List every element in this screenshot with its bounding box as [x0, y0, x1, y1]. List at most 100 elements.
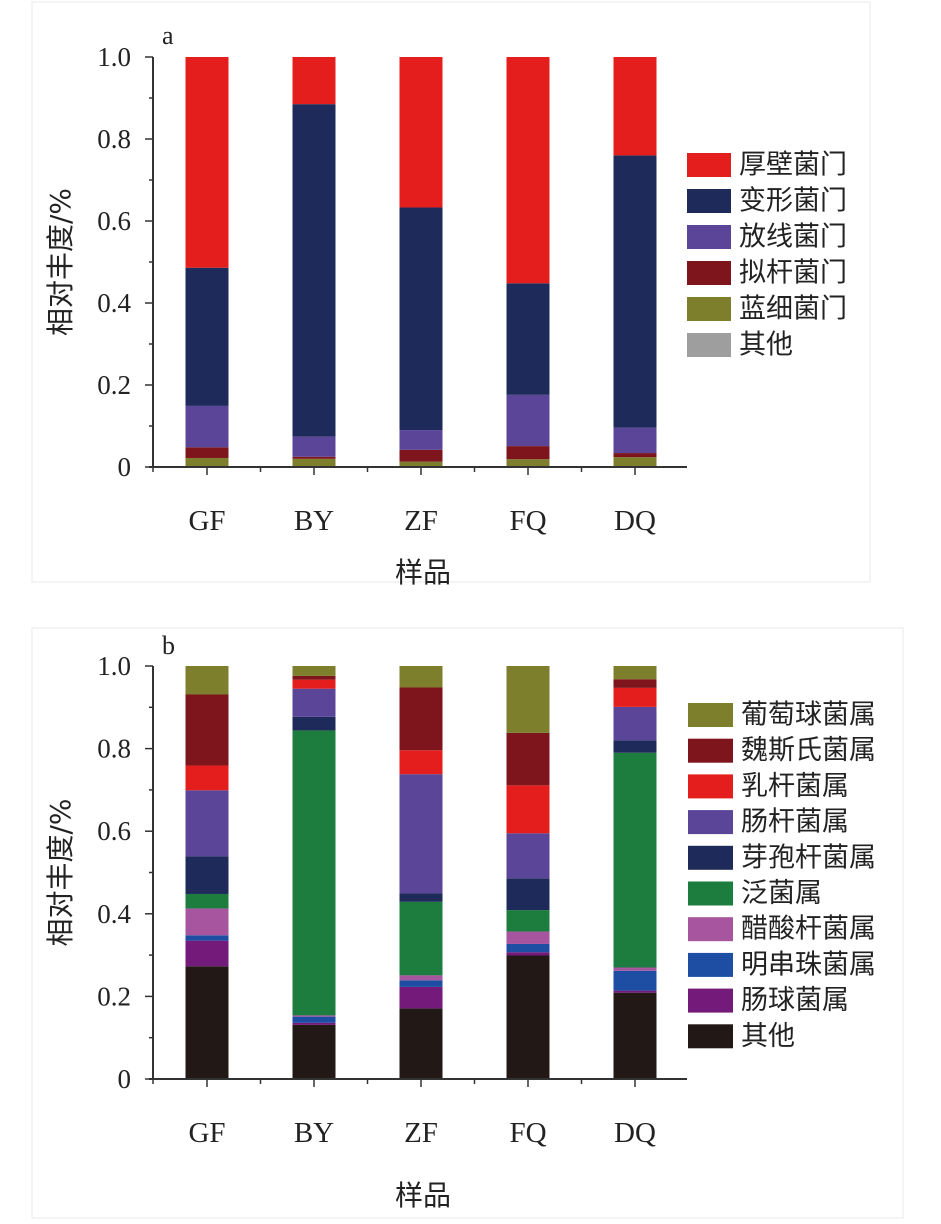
legend-item: 醋酸杆菌属 — [688, 914, 876, 945]
legend-swatch — [687, 261, 731, 285]
bar-segment — [399, 901, 443, 976]
bar-segment — [506, 785, 550, 834]
bar-segment — [292, 1016, 336, 1023]
y-tick-label: 0 — [118, 1064, 132, 1094]
legend-swatch — [687, 333, 731, 357]
bar-segment — [399, 980, 443, 987]
bar-segment — [292, 1015, 336, 1017]
legend-swatch — [688, 703, 733, 727]
bar-segment — [399, 449, 443, 462]
y-tick-label: 0.8 — [97, 734, 131, 764]
legend-swatch — [688, 988, 733, 1013]
bar-segment — [613, 967, 657, 971]
legend-swatch — [688, 952, 733, 977]
y-tick-label: 0.8 — [97, 124, 131, 154]
legend-item: 蓝细菌门 — [687, 294, 847, 325]
legend-label: 肠杆菌属 — [741, 807, 849, 838]
legend-item: 泛菌属 — [688, 878, 822, 909]
bar-segment — [292, 730, 336, 1016]
bar-segment — [292, 688, 336, 717]
legend-label: 厚壁菌门 — [739, 150, 847, 181]
bar-segment — [399, 687, 443, 751]
bar-segment — [292, 57, 336, 105]
legend-label: 蓝细菌门 — [739, 294, 847, 325]
legend-label: 葡萄球菌属 — [741, 700, 876, 731]
bar-segment — [292, 716, 336, 731]
panel-b-frame — [31, 627, 904, 1219]
bar-segment — [185, 457, 229, 467]
legend-item: 乳杆菌属 — [688, 771, 849, 802]
legend-item: 葡萄球菌属 — [688, 700, 876, 731]
bar-segment — [613, 752, 657, 968]
bar-segment — [613, 992, 657, 1079]
bar-segment — [613, 57, 657, 156]
bar-segment — [506, 732, 550, 786]
bar-segment — [506, 283, 550, 395]
panel-label: a — [162, 21, 174, 50]
bar-segment — [506, 394, 550, 447]
legend-item: 厚壁菌门 — [687, 150, 847, 181]
bar-segment — [399, 666, 443, 688]
bar-segment — [506, 955, 550, 1079]
bar-segment — [399, 750, 443, 775]
bar-segment — [185, 694, 229, 766]
x-tick-label: FQ — [509, 505, 546, 537]
legend-swatch — [688, 810, 733, 835]
bar-segment — [185, 666, 229, 695]
legend-item: 其他 — [687, 330, 793, 361]
bar-stack-dq — [613, 666, 657, 1079]
legend-label: 泛菌属 — [741, 878, 822, 909]
legend-swatch — [687, 153, 731, 177]
bar-segment — [506, 666, 550, 733]
legend-swatch — [687, 225, 731, 249]
bar-segment — [399, 986, 443, 1009]
bar-segment — [292, 1022, 336, 1025]
bar-segment — [185, 908, 229, 936]
bar-stack-zf — [399, 666, 443, 1079]
legend-swatch — [688, 881, 733, 906]
y-tick-label: 0.2 — [97, 981, 131, 1011]
y-axis-label: 相对丰度/% — [44, 798, 77, 946]
bar-segment — [292, 1024, 336, 1079]
bar-segment — [506, 878, 550, 911]
y-tick-label: 0.4 — [97, 288, 131, 318]
legend-swatch — [688, 774, 733, 799]
legend-label: 放线菌门 — [739, 222, 847, 253]
legend-label: 明串珠菌属 — [741, 949, 876, 980]
legend-item: 明串珠菌属 — [688, 949, 876, 980]
legend-item: 其他 — [688, 1021, 795, 1052]
bar-segment — [399, 975, 443, 981]
legend-item: 变形菌门 — [687, 186, 847, 217]
legend-item: 芽孢杆菌属 — [688, 842, 876, 873]
bar-segment — [399, 1008, 443, 1079]
legend-swatch — [688, 917, 733, 942]
y-tick-label: 1.0 — [97, 42, 131, 72]
bar-segment — [506, 459, 550, 467]
legend-label: 其他 — [739, 330, 793, 361]
bar-segment — [292, 666, 336, 676]
legend-item: 肠杆菌属 — [688, 807, 849, 838]
bar-segment — [613, 427, 657, 454]
bar-stack-by — [292, 57, 336, 467]
bar-segment — [185, 447, 229, 458]
bar-segment — [613, 990, 657, 993]
y-tick-label: 1.0 — [97, 651, 131, 681]
x-tick-label: GF — [188, 1117, 225, 1149]
bar-segment — [399, 774, 443, 894]
bar-stack-fq — [506, 666, 550, 1079]
bar-stack-gf — [185, 666, 229, 1079]
legend-label: 醋酸杆菌属 — [741, 914, 876, 945]
legend-swatch — [688, 1024, 733, 1049]
legend-label: 芽孢杆菌属 — [741, 842, 876, 873]
bar-segment — [506, 931, 550, 944]
x-tick-label: DQ — [614, 1117, 656, 1149]
legend-item: 肠球菌属 — [688, 985, 849, 1016]
bar-segment — [292, 456, 336, 459]
legend: 葡萄球菌属魏斯氏菌属乳杆菌属肠杆菌属芽孢杆菌属泛菌属醋酸杆菌属明串珠菌属肠球菌属… — [688, 700, 876, 1052]
bar-segment — [292, 679, 336, 689]
bar-segment — [613, 453, 657, 458]
bar-segment — [292, 458, 336, 467]
bar-segment — [185, 267, 229, 406]
